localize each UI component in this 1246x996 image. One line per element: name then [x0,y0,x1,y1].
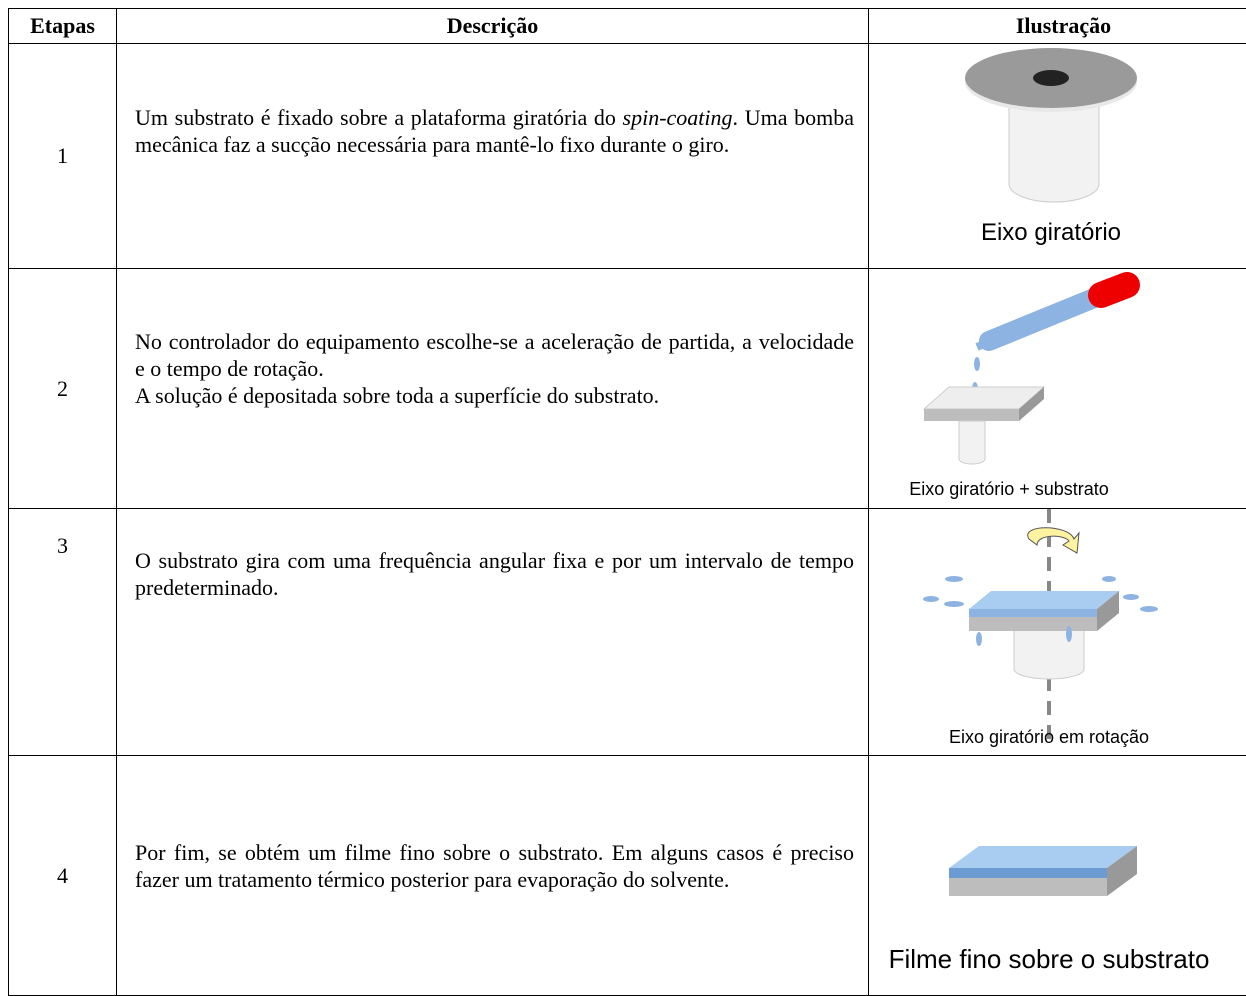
text: A solução é depositada sobre toda a supe… [135,382,854,409]
text: O substrato gira com uma frequência angu… [135,547,854,601]
row: 2 No controlador do equipamento escolhe-… [9,269,1246,509]
caption: Filme fino sobre o substrato [889,944,1210,974]
description: O substrato gira com uma frequência angu… [117,509,869,756]
caption: Eixo giratório em rotação [949,727,1149,747]
illustration: Filme fino sobre o substrato [869,756,1246,996]
row: 3 O substrato gira com uma frequência an… [9,509,1246,756]
text: spin-coating [623,105,733,130]
step: 2 [9,269,117,509]
description: Um substrato é fixado sobre a plataforma… [117,44,869,269]
text: Por fim, se obtém um filme fino sobre o … [135,839,854,913]
illustration: Eixo giratório em rotação [869,509,1246,756]
illustration-drawing: Eixo giratório [869,44,1246,268]
row: 1 Um substrato é fixado sobre a platafor… [9,44,1246,269]
header-row: Etapas Descrição Ilustração [9,9,1246,44]
description: No controlador do equipamento escolhe-se… [117,269,869,509]
header-cell: Ilustração [869,9,1246,44]
illustration-drawing: Eixo giratório + substrato [869,269,1246,508]
header-cell: Etapas [9,9,117,44]
steps-table: Etapas Descrição Ilustração 1 Um substra… [8,8,1246,996]
step: 3 [9,509,117,756]
header-cell: Descrição [117,9,869,44]
illustration-drawing: Eixo giratório em rotação [869,509,1246,755]
step: 4 [9,756,117,996]
text: No controlador do equipamento escolhe-se… [135,328,854,382]
illustration: Eixo giratório [869,44,1246,269]
caption: Eixo giratório [981,219,1121,246]
caption: Eixo giratório + substrato [909,479,1109,499]
illustration: Eixo giratório + substrato [869,269,1246,509]
description: Por fim, se obtém um filme fino sobre o … [117,756,869,996]
text: Um substrato é fixado sobre a plataforma… [135,105,623,130]
step: 1 [9,44,117,269]
illustration-drawing: Filme fino sobre o substrato [869,756,1246,995]
row: 4 Por fim, se obtém um filme fino sobre … [9,756,1246,996]
